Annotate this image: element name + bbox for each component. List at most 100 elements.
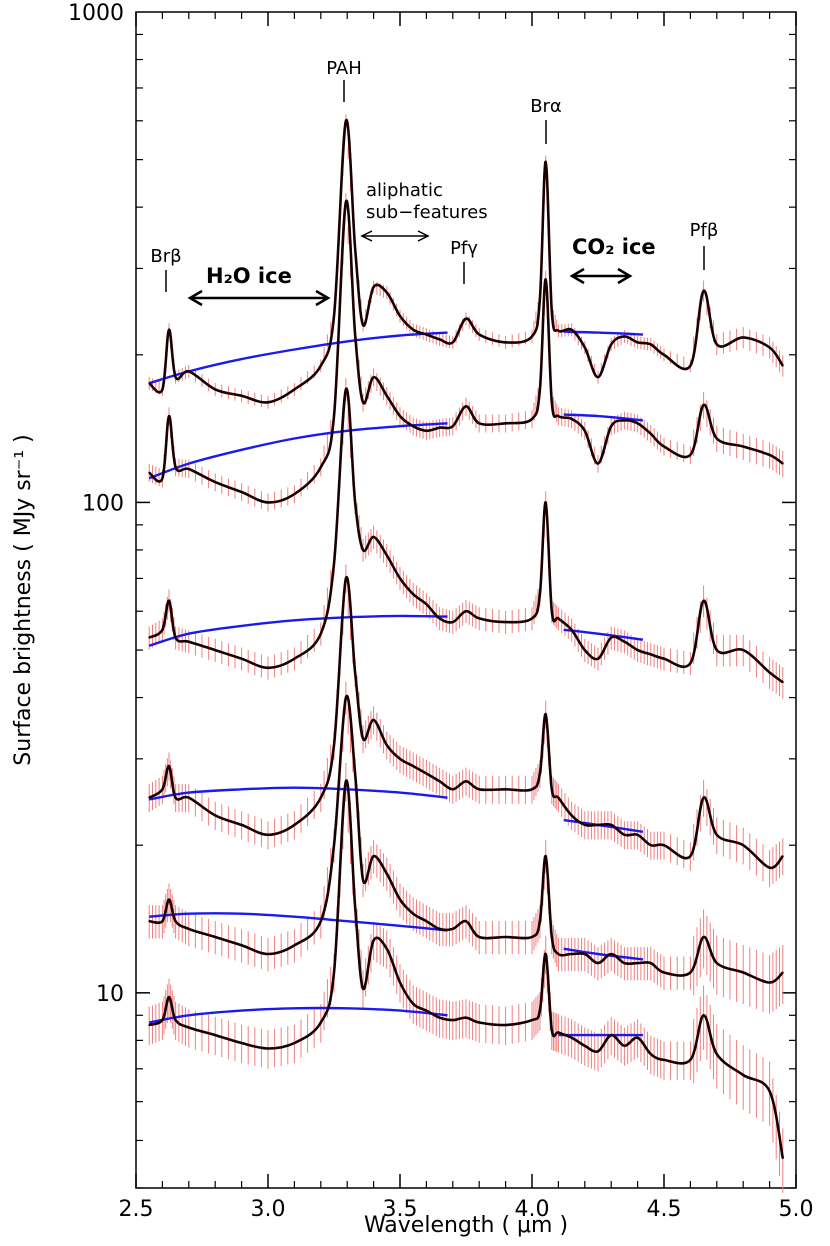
spectrum-point	[610, 953, 613, 955]
spectrum-point	[570, 628, 573, 631]
spectrum-line	[148, 118, 784, 404]
spectrum-point	[293, 657, 296, 660]
spectrum-point	[663, 657, 665, 660]
spectrum-point	[597, 1050, 599, 1053]
spectrum-point	[333, 844, 335, 847]
spectrum-point	[583, 953, 586, 955]
annotation-co2-ice: CO₂ ice	[572, 235, 656, 259]
spectrum-point	[399, 757, 401, 760]
spectrum-point	[161, 477, 164, 480]
spectrum-point	[781, 364, 784, 367]
spectrum-point	[557, 329, 560, 332]
spectrum-point	[610, 425, 613, 428]
spectrum-point	[689, 971, 692, 974]
spectrum-point	[583, 649, 586, 651]
spectrum-point	[344, 388, 347, 391]
y-tick-label: 10	[96, 982, 124, 1007]
spectrum-point	[702, 599, 705, 602]
spectrum-point	[478, 936, 481, 938]
spectrum-point	[372, 939, 375, 942]
spectrum-point	[267, 833, 269, 836]
spectrum-point	[333, 744, 335, 747]
spectrum-point	[354, 905, 357, 908]
spectrum-point	[319, 920, 322, 923]
spectrum-point	[148, 920, 151, 923]
spectrum-point	[663, 445, 665, 448]
spectrum-point	[240, 944, 243, 947]
spectrum-point	[781, 681, 784, 684]
spectrum-point	[610, 343, 613, 346]
spectrum-point	[478, 1021, 481, 1024]
spectrum-point	[623, 419, 626, 422]
spectrum-point	[161, 920, 164, 923]
spectrum-point	[570, 953, 573, 955]
spectrum-point	[354, 247, 357, 250]
y-tick-label: 1000	[68, 1, 124, 26]
spectrum-point	[689, 855, 692, 858]
spectrum-point	[649, 962, 652, 964]
spectrum-point	[174, 920, 177, 923]
spectrum-point	[531, 335, 533, 338]
y-axis-title: Surface brightness ( MJy sr⁻¹ )	[11, 434, 36, 765]
spectrum-point	[623, 833, 626, 836]
spectrum-point	[267, 953, 269, 955]
spectrum-point	[362, 737, 364, 740]
spectrum-point	[623, 335, 626, 338]
spectrum-point	[267, 401, 269, 404]
spectrum-point	[174, 376, 177, 379]
spectrum-point	[597, 657, 599, 660]
spectrum-line	[148, 199, 784, 504]
spectrum-point	[168, 765, 170, 767]
spectrum-point	[385, 744, 388, 747]
spectrum-point	[742, 649, 745, 651]
co2-ice-arrow	[569, 267, 633, 285]
spectrum-point	[161, 788, 164, 791]
spectrum-point	[148, 471, 151, 474]
spectrum-point	[187, 796, 190, 799]
spectrum-point	[636, 341, 639, 344]
spectrum-point	[412, 328, 415, 331]
continuum-line	[149, 786, 448, 801]
spectrum-point	[715, 962, 718, 964]
spectrum-point	[539, 920, 541, 923]
spectrum-point	[362, 878, 364, 881]
spectrum-point	[399, 898, 401, 901]
spectrum-point	[550, 610, 553, 613]
spectrum-point	[344, 119, 347, 122]
x-tick-label: 2.5	[119, 1197, 154, 1222]
spectrum-point	[715, 649, 718, 651]
x-tick-labels: 2.5 3.0 3.5 4.0 4.5 5.0	[119, 1197, 814, 1222]
plot-frame	[135, 11, 797, 1189]
spectrum-point	[412, 912, 415, 915]
spectrum-point	[742, 971, 745, 974]
spectrum-point	[385, 947, 388, 950]
spectrum-point	[425, 603, 428, 606]
spectrum-point	[354, 671, 357, 674]
spectrum-point	[557, 1031, 560, 1034]
y-tick-label: 100	[82, 491, 124, 516]
spectrum-point	[663, 844, 665, 847]
annotation-pfbeta: Pfβ	[690, 220, 719, 241]
spectrum-point	[715, 1053, 718, 1056]
spectrum-point	[372, 286, 375, 288]
spectrum-point	[539, 593, 541, 596]
spectrum-point	[451, 1019, 454, 1021]
spectrum-point	[148, 1024, 151, 1026]
continuum-line	[148, 614, 448, 647]
annotation-h2o-ice: H₂O ice	[206, 264, 292, 288]
spectrum-point	[362, 549, 364, 551]
spectrum-point	[539, 772, 541, 775]
spectrum-point	[319, 632, 322, 635]
annotations: PAH Brα Brβ Pfγ Pfβ aliphatic sub−featur…	[150, 58, 719, 307]
x-tick-label: 3.5	[383, 1197, 418, 1222]
spectrum-point	[385, 394, 388, 397]
spectrum-point	[702, 404, 705, 406]
spectrum-point	[319, 466, 322, 469]
spectrum-point	[333, 562, 335, 565]
spectrum-point	[781, 1157, 784, 1160]
spectrum-point	[362, 987, 364, 990]
spectrum-point	[399, 415, 401, 417]
spectrum-point	[557, 617, 560, 620]
spectrum-point	[702, 936, 705, 938]
